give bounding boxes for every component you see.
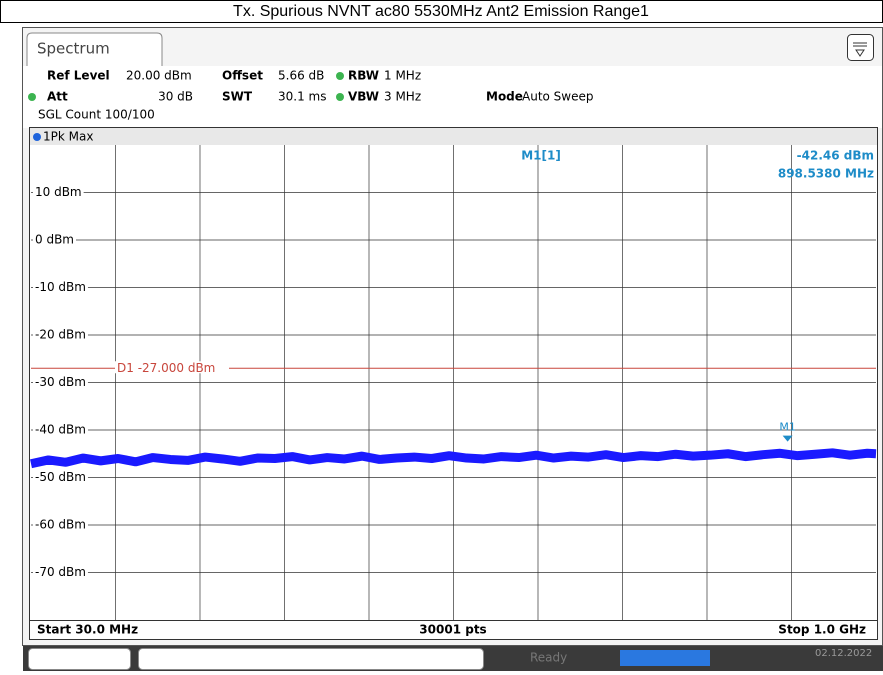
marker-y-readout: -42.46 dBm [797,149,874,163]
header-panel [23,66,882,128]
value: 3 MHz [384,90,421,104]
tick-label-bg [33,518,88,532]
tick-label-bg [33,470,88,485]
tick-label-bg [33,233,76,247]
trace-dot [33,133,41,141]
trace [30,448,877,469]
value: 30.1 ms [278,90,326,104]
start-label: Start 30.0 MHz [37,623,138,637]
chart-title: Tx. Spurious NVNT ac80 5530MHz Ant2 Emis… [233,3,649,20]
tick-label-bg [33,328,88,342]
status-dot [28,93,36,101]
y-tick-label: -20 dBm [35,328,86,342]
tab-label[interactable]: Spectrum [37,40,110,58]
trace-label: 1Pk Max [43,130,93,144]
label: RBW [348,69,379,83]
tick-label-bg [33,375,88,390]
tick-label-bg [33,423,88,437]
progress-indicator [620,650,710,666]
tick-label-bg [33,280,88,295]
display-line-label: D1 -27.000 dBm [117,361,215,375]
status-field [138,648,484,670]
tick-label-bg [33,185,84,200]
y-tick-label: 10 dBm [35,185,82,199]
y-tick-label: -70 dBm [35,565,86,579]
label: Mode [486,90,523,104]
y-tick-label: 0 dBm [35,233,74,247]
value: 5.66 dB [278,69,324,83]
display-label-bg [115,361,229,374]
value: Auto Sweep [522,90,594,104]
menu-icon-glyph [853,42,867,57]
trace-strip [30,128,877,145]
tick-label-bg [33,565,88,580]
value: 30 dB [158,90,193,104]
value: 1 MHz [384,69,421,83]
label: Ref Level [47,69,110,83]
label: Offset [222,69,263,83]
y-tick-label: -40 dBm [35,423,86,437]
points-label: 30001 pts [419,623,486,637]
marker [782,435,793,442]
marker-name: M1 [779,421,796,434]
status-state: Ready [530,651,567,665]
label: SWT [222,90,253,104]
tab[interactable] [26,32,163,66]
status-dot [336,93,344,101]
status-dot [336,72,344,80]
sweep-count: SGL Count 100/100 [38,108,155,122]
label: Att [47,90,68,104]
value: 20.00 dBm [126,69,192,83]
marker-readout: M1[1] [521,149,561,163]
y-tick-label: -10 dBm [35,280,86,294]
marker-x-readout: 898.5380 MHz [778,167,874,181]
menu-icon[interactable] [847,34,874,61]
y-tick-label: -30 dBm [35,375,86,389]
stop-label: Stop 1.0 GHz [778,623,866,637]
status-date: 02.12.2022 [815,648,872,659]
y-tick-label: -50 dBm [35,470,86,484]
y-tick-label: -60 dBm [35,518,86,532]
label: VBW [348,90,379,104]
status-field [28,648,131,670]
